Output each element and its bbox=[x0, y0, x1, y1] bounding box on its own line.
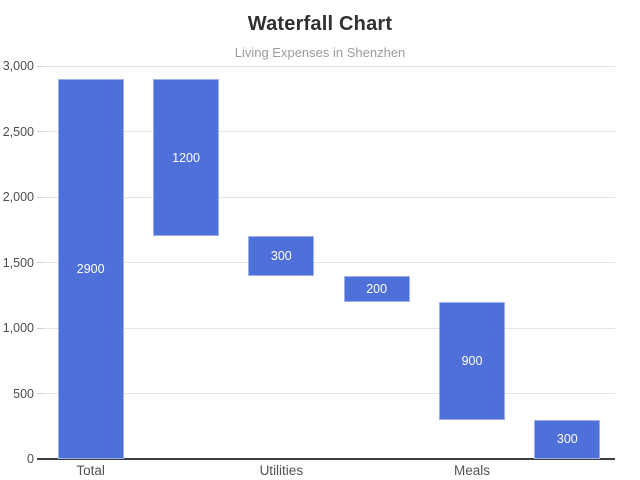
y-tick-label: 3,000 bbox=[2, 59, 34, 73]
x-axis-line bbox=[37, 458, 615, 460]
waterfall-bar[interactable]: 1200 bbox=[153, 79, 219, 237]
chart-title: Waterfall Chart bbox=[247, 13, 393, 35]
y-tick-mark bbox=[37, 327, 43, 329]
waterfall-bar[interactable]: 2900 bbox=[57, 79, 124, 459]
y-tick-mark bbox=[37, 262, 43, 263]
bar-value-label: 300 bbox=[556, 432, 578, 447]
y-tick-mark bbox=[37, 131, 43, 132]
y-tick-mark bbox=[37, 196, 43, 198]
x-tick-label: Meals bbox=[453, 463, 490, 478]
bar-value-label: 2900 bbox=[76, 262, 105, 277]
y-tick-mark bbox=[37, 393, 43, 394]
gridline bbox=[43, 393, 615, 394]
x-tick-label: Total bbox=[76, 463, 105, 478]
waterfall-bar[interactable]: 200 bbox=[343, 275, 410, 302]
waterfall-bar[interactable]: 900 bbox=[439, 301, 505, 420]
chart-subtitle: Living Expenses in Shenzhen bbox=[234, 45, 406, 60]
bar-value-label: 200 bbox=[366, 281, 388, 296]
gridline bbox=[43, 262, 615, 263]
bar-value-label: 900 bbox=[461, 353, 483, 368]
gridline bbox=[43, 65, 615, 67]
gridline bbox=[43, 327, 615, 329]
y-tick-label: 0 bbox=[27, 452, 34, 466]
y-tick-label: 2,500 bbox=[2, 124, 34, 139]
x-tick-label: Utilities bbox=[259, 463, 304, 478]
y-tick-mark bbox=[37, 65, 43, 67]
waterfall-bar[interactable]: 300 bbox=[248, 236, 315, 276]
bar-value-label: 300 bbox=[270, 248, 292, 263]
bar-value-label: 1200 bbox=[172, 150, 200, 165]
gridline bbox=[43, 196, 615, 198]
y-tick-label: 1,500 bbox=[2, 255, 34, 270]
y-tick-label: 1,000 bbox=[2, 321, 34, 335]
y-tick-label: 2,000 bbox=[2, 190, 34, 204]
y-tick-label: 500 bbox=[13, 386, 34, 401]
waterfall-bar[interactable]: 300 bbox=[534, 419, 601, 459]
gridline bbox=[43, 131, 615, 132]
